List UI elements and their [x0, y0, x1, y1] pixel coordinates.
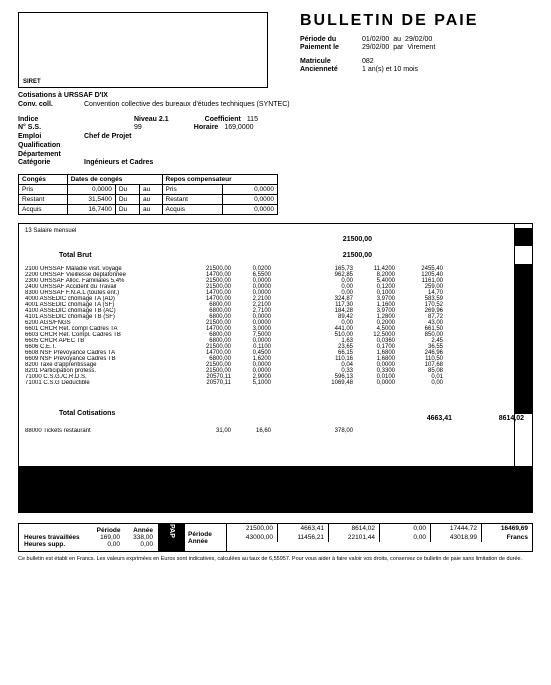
employer-box: SIRET — [18, 12, 268, 88]
fc3a: 8614,02 — [329, 524, 380, 533]
coeff-label: Coefficient — [205, 116, 241, 125]
convcoll-text: Convention collective des bureaux d'étud… — [84, 101, 290, 110]
niveau: Niveau 2.1 — [134, 116, 169, 125]
fc6a: 16469,69 — [482, 524, 532, 533]
fh-annee: Année — [127, 527, 154, 534]
fc5a: 17444,72 — [431, 524, 482, 533]
conges-row: Restant 31,5400 Du au Restant 0,0000 — [19, 195, 278, 205]
coeff: 115 — [247, 116, 258, 125]
fc5b: 43018,99 — [431, 533, 482, 542]
conges-table: Congés Dates de congés Repos compensateu… — [18, 174, 278, 215]
fc1a: 21500,00 — [227, 524, 278, 533]
periode-label: Période du — [300, 36, 358, 43]
dept-label: Département — [18, 151, 78, 160]
pap-annee: Année — [188, 538, 223, 545]
cotisations-urssaf: Cotisations à URSSAF D'IX — [18, 92, 533, 101]
fh-periode: Période — [94, 527, 121, 534]
footer-box: Période Année Heures travaillées 169,00 … — [18, 523, 533, 552]
header-right: BULLETIN DE PAIE Période du 01/02/00 au … — [280, 12, 533, 88]
document-title: BULLETIN DE PAIE — [300, 12, 533, 30]
total-cot-mt: 4663,41 — [427, 415, 452, 422]
ss-label: N° S.S. — [18, 124, 78, 133]
fc2a: 4663,41 — [278, 524, 329, 533]
fc2b: 11456,21 — [278, 533, 329, 542]
paiement-date: 29/02/00 — [362, 44, 389, 51]
indice-label: Indice — [18, 116, 78, 125]
conges-h2: Dates de congés — [67, 175, 162, 185]
heures-trav-label: Heures travaillées — [24, 534, 87, 541]
hs-p: 0,00 — [93, 541, 120, 548]
pap-label: PAP — [159, 524, 185, 551]
matricule-label: Matricule — [300, 58, 358, 65]
matricule: 082 — [362, 58, 374, 65]
paiement-label: Paiement le — [300, 44, 358, 51]
fc6b: Francs — [482, 533, 532, 542]
emploi: Chef de Projet — [84, 133, 131, 142]
heures-supp-label: Heures supp. — [24, 541, 87, 548]
total-brut-label: Total Brut — [59, 252, 92, 259]
hs-a: 0,00 — [126, 541, 153, 548]
ss-value: 99 — [134, 124, 142, 133]
brut-amount-top: 21500,00 — [343, 236, 372, 243]
paiement-mode-label: par — [393, 44, 403, 51]
horaire-label: Horaire — [194, 124, 219, 133]
conges-row: Pris 0,0000 Du au Pris 0,0000 — [19, 185, 278, 195]
conges-h3: Repos compensateur — [162, 175, 278, 185]
total-cot-label: Total Cotisations — [59, 410, 115, 417]
qualif-label: Qualification — [18, 142, 78, 151]
brut-header: 13 Salaire mensuel — [25, 228, 76, 234]
fc1b: 43000,00 — [227, 533, 278, 542]
disclaimer: Ce bulletin est établi en Francs. Les va… — [18, 556, 533, 562]
categ: Ingénieurs et Cadres — [84, 159, 153, 168]
anciennete: 1 an(s) et 10 mois — [362, 66, 418, 73]
horaire: 169,0000 — [224, 124, 253, 133]
siret-label: SIRET — [23, 79, 41, 85]
cotisations-panel: 13 Salaire mensuel 21500,00 Total Brut 2… — [18, 223, 533, 513]
categ-label: Catégorie — [18, 159, 78, 168]
paiement-mode: Virement — [407, 44, 435, 51]
periode-to: 29/02/00 — [405, 36, 432, 43]
emploi-label: Emploi — [18, 133, 78, 142]
pap-periode: Période — [188, 531, 223, 538]
fc4a: 0,00 — [380, 524, 431, 533]
conges-row: Acquis 16,7400 Du au Acquis 0,0000 — [19, 205, 278, 215]
fc4b: 0,00 — [380, 533, 431, 542]
periode-to-label: au — [393, 36, 401, 43]
ht-a: 338,00 — [126, 534, 153, 541]
conges-h1: Congés — [19, 175, 68, 185]
cotisation-line: 71001 C.S.G Déductible20570,115,10001069… — [25, 380, 524, 386]
ht-p: 169,00 — [93, 534, 120, 541]
periode-from: 01/02/00 — [362, 36, 389, 43]
total-brut-amount: 21500,00 — [343, 252, 372, 259]
anciennete-label: Ancienneté — [300, 66, 358, 73]
convcoll-label: Conv. coll. — [18, 101, 78, 110]
fc3b: 22101,44 — [329, 533, 380, 542]
retenue-row: 88000 Tickets restaurant 31,00 16,60 378… — [25, 428, 524, 434]
